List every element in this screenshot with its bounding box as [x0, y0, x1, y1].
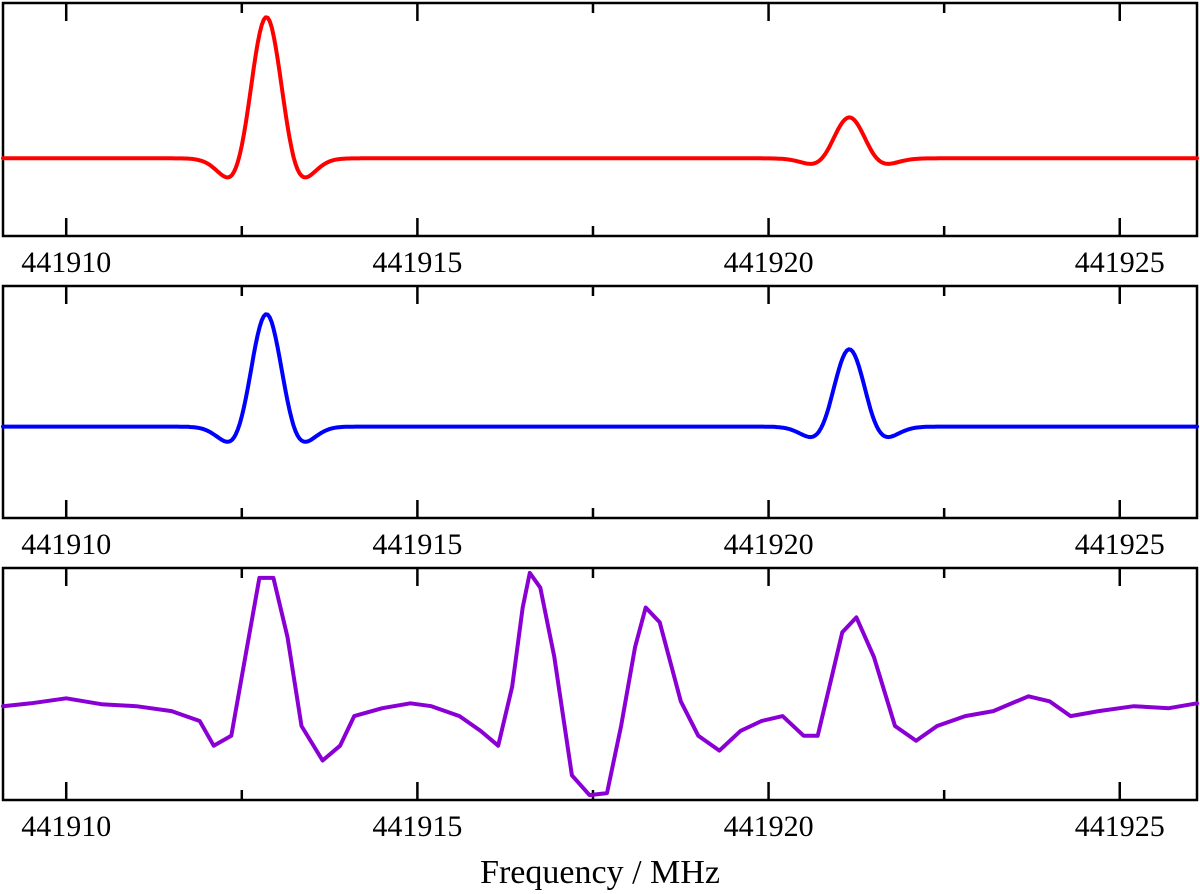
- spectrum-trace-middle: [1, 312, 1199, 444]
- spectrum-trace-top: [1, 15, 1199, 180]
- x-tick-label: 441910: [21, 810, 111, 843]
- x-tick-label: 441915: [372, 246, 462, 279]
- x-tick-label: 441925: [1075, 246, 1165, 279]
- x-tick-label: 441925: [1075, 810, 1165, 843]
- panel-middle: 441910 441915 441920 441925: [1, 284, 1199, 561]
- plot-frame: [1, 1, 1199, 238]
- x-tick-label: 441920: [724, 246, 814, 279]
- x-tick-label: 441920: [724, 810, 814, 843]
- x-tick-label: 441925: [1075, 528, 1165, 561]
- x-tick-label: 441910: [21, 528, 111, 561]
- plot-frame: [1, 284, 1199, 520]
- x-tick-label: 441915: [372, 528, 462, 561]
- x-tick-label: 441920: [724, 528, 814, 561]
- panel-top: 441910 441915 441920 441925: [1, 1, 1199, 279]
- plot-frame: [1, 566, 1199, 802]
- panel-bottom: 441910 441915 441920 441925: [1, 566, 1199, 843]
- x-axis-title: Frequency / MHz: [480, 854, 720, 891]
- x-tick-label: 441915: [372, 810, 462, 843]
- spectrum-trace-bottom: [1, 570, 1199, 798]
- x-tick-label: 441910: [21, 246, 111, 279]
